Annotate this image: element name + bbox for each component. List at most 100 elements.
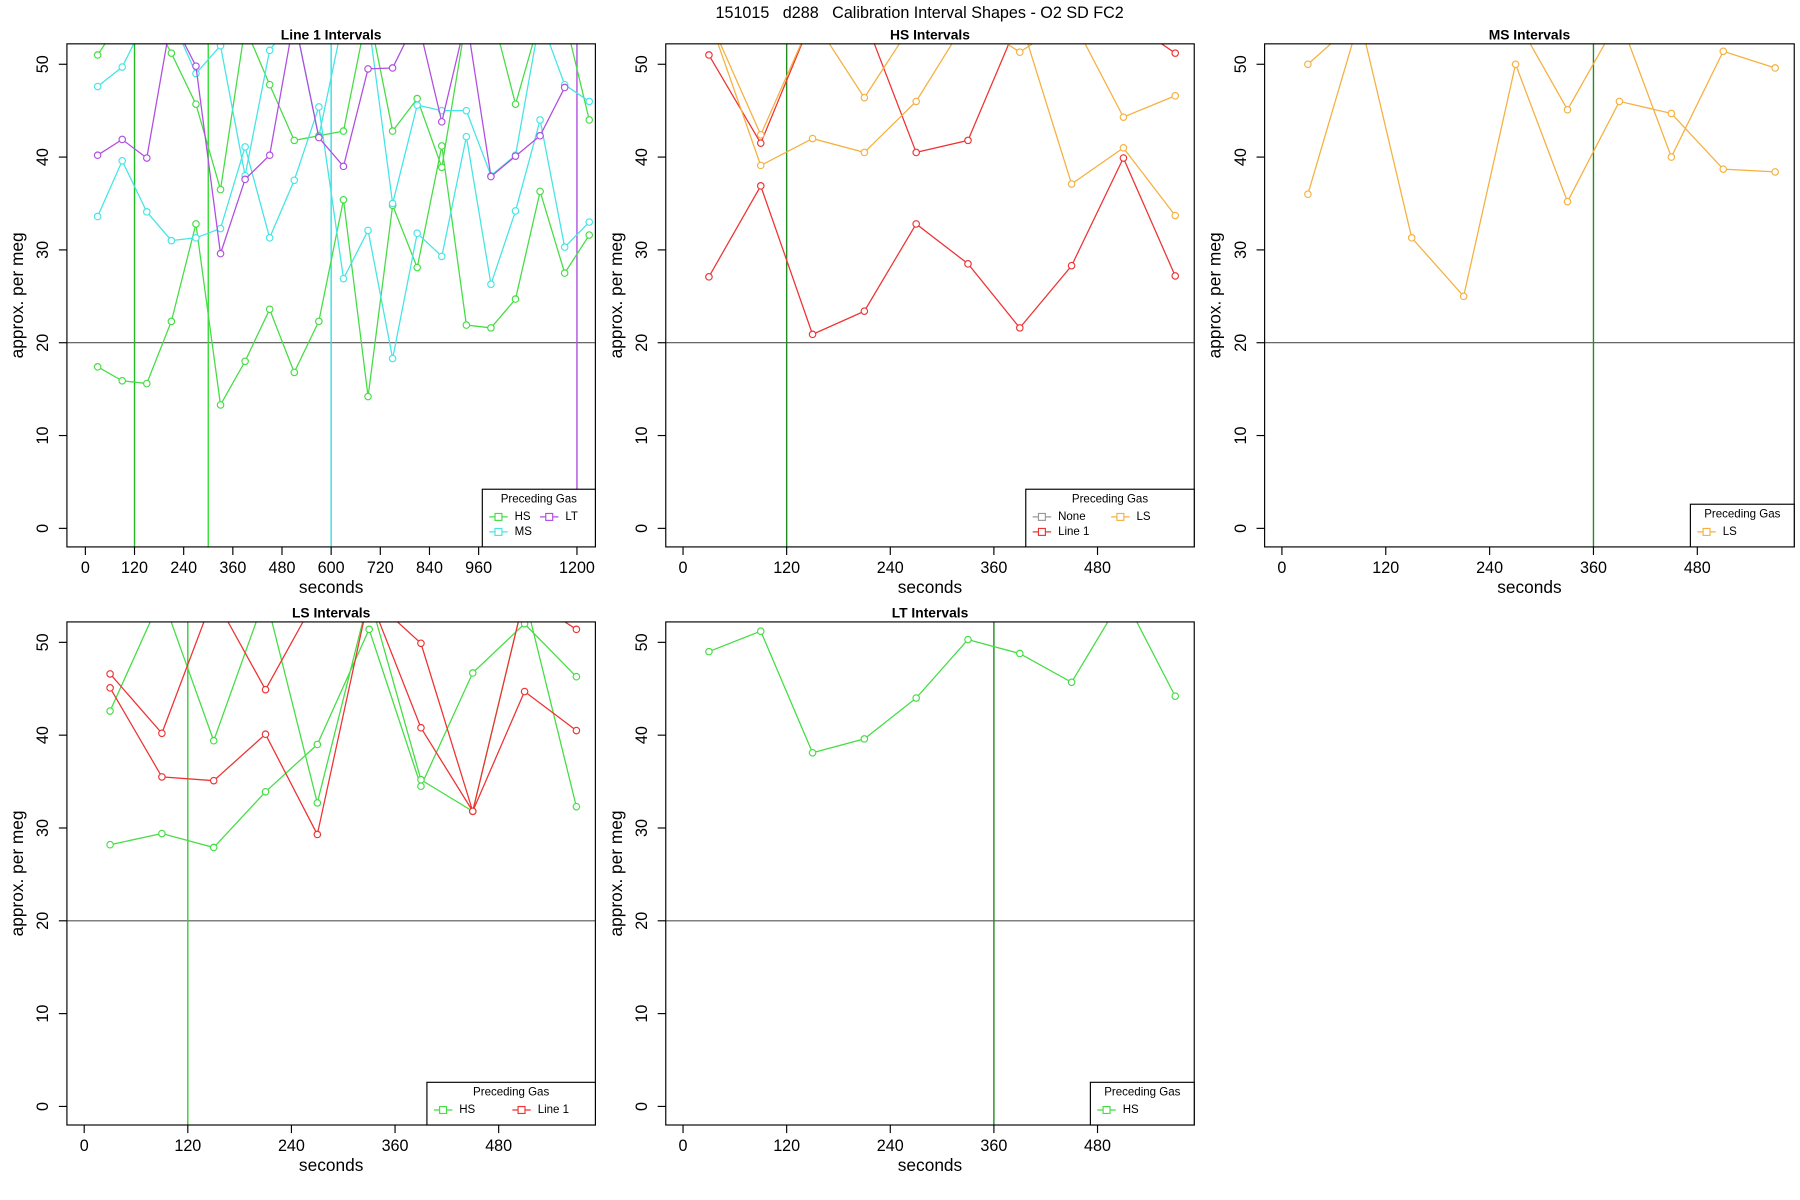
y-tick-label: 20 xyxy=(633,912,651,930)
data-point xyxy=(413,101,421,109)
data-point xyxy=(964,136,972,145)
data-point xyxy=(462,132,471,141)
data-point xyxy=(339,162,348,171)
plot-frame xyxy=(665,43,1195,548)
data-point xyxy=(118,135,127,144)
data-point xyxy=(756,139,765,147)
series-line xyxy=(708,43,1176,336)
data-point xyxy=(93,363,102,371)
data-point xyxy=(705,647,713,656)
x-tick-label: 480 xyxy=(269,559,296,577)
data-point xyxy=(437,163,446,172)
series-line xyxy=(708,621,1176,754)
data-point xyxy=(158,729,166,738)
data-point xyxy=(1771,168,1779,176)
y-tick-label: 50 xyxy=(633,55,651,73)
legend: Preceding Gas HS Line 1 xyxy=(426,1081,596,1126)
data-point xyxy=(572,726,581,735)
y-tick-label: 30 xyxy=(34,241,52,259)
data-point xyxy=(313,799,322,807)
data-point xyxy=(705,51,713,59)
legend-title: Preceding Gas xyxy=(501,494,577,506)
x-tick-label: 240 xyxy=(877,1137,904,1155)
y-tick-label: 40 xyxy=(34,726,52,744)
data-point xyxy=(437,252,446,261)
data-point xyxy=(167,236,176,245)
data-point xyxy=(1304,190,1312,199)
data-point xyxy=(106,684,114,692)
data-point xyxy=(265,151,274,160)
data-point xyxy=(912,694,920,702)
x-tick-label: 0 xyxy=(679,1137,688,1155)
y-axis-label: approx. per meg xyxy=(7,232,27,358)
legend-label: LS xyxy=(1723,526,1737,538)
data-point xyxy=(142,379,151,388)
data-point xyxy=(265,305,274,314)
y-tick-label: 30 xyxy=(633,819,651,837)
data-point xyxy=(560,83,569,92)
data-point xyxy=(265,46,274,55)
x-tick-label: 720 xyxy=(367,559,394,577)
data-point xyxy=(265,234,274,242)
data-point xyxy=(1719,47,1728,56)
data-point xyxy=(1459,292,1468,301)
legend-swatch-point xyxy=(1037,512,1046,521)
x-tick-label: 120 xyxy=(773,559,800,577)
data-point xyxy=(1304,60,1312,69)
data-point xyxy=(192,62,200,70)
data-point xyxy=(1119,143,1128,152)
y-tick-label: 20 xyxy=(633,334,651,352)
data-point xyxy=(388,127,397,135)
x-tick-label: 360 xyxy=(382,1137,409,1155)
data-point xyxy=(261,685,270,694)
y-tick-label: 30 xyxy=(633,241,651,259)
data-point xyxy=(520,621,529,628)
data-point xyxy=(1067,180,1076,188)
panel-title: LT Intervals xyxy=(892,605,969,621)
panel-title: HS Intervals xyxy=(890,26,970,42)
y-tick-label: 0 xyxy=(34,524,52,533)
legend-box xyxy=(1025,488,1195,548)
data-point xyxy=(860,93,869,102)
x-tick-label: 1200 xyxy=(559,559,595,577)
legend-title: Preceding Gas xyxy=(1704,509,1780,521)
data-point xyxy=(1171,49,1180,57)
data-point xyxy=(315,133,323,142)
page-title: 151015 d288 Calibration Interval Shapes … xyxy=(715,4,1123,22)
x-tick-label: 120 xyxy=(1372,559,1399,577)
x-tick-label: 360 xyxy=(980,1137,1007,1155)
data-point xyxy=(1171,692,1180,700)
y-tick-label: 0 xyxy=(1232,524,1250,533)
data-point xyxy=(1171,92,1180,100)
y-tick-label: 50 xyxy=(34,55,52,73)
data-point xyxy=(511,207,520,215)
data-point xyxy=(572,625,581,634)
data-point xyxy=(142,154,151,162)
y-axis-label: approx. per meg xyxy=(606,232,626,358)
data-point xyxy=(1119,154,1128,162)
data-point xyxy=(93,82,102,91)
data-point xyxy=(118,376,127,385)
x-tick-label: 240 xyxy=(1476,559,1503,577)
legend-label: None xyxy=(1058,511,1086,523)
data-point xyxy=(536,187,544,196)
data-point xyxy=(437,118,446,126)
data-point xyxy=(364,226,372,235)
data-point xyxy=(106,707,114,715)
legend-swatch-point xyxy=(1037,527,1046,536)
x-tick-label: 480 xyxy=(1084,1137,1111,1155)
data-point xyxy=(192,234,200,242)
data-point xyxy=(290,176,299,185)
data-point xyxy=(756,161,765,170)
data-point xyxy=(93,151,102,160)
y-tick-label: 40 xyxy=(1232,148,1250,166)
y-tick-label: 10 xyxy=(633,1005,651,1023)
data-point xyxy=(487,172,495,181)
data-point xyxy=(315,103,323,111)
y-axis-label: approx. per meg xyxy=(606,810,626,936)
data-point xyxy=(756,182,765,190)
x-tick-label: 240 xyxy=(170,559,197,577)
data-point xyxy=(560,269,569,277)
data-point xyxy=(487,324,495,332)
